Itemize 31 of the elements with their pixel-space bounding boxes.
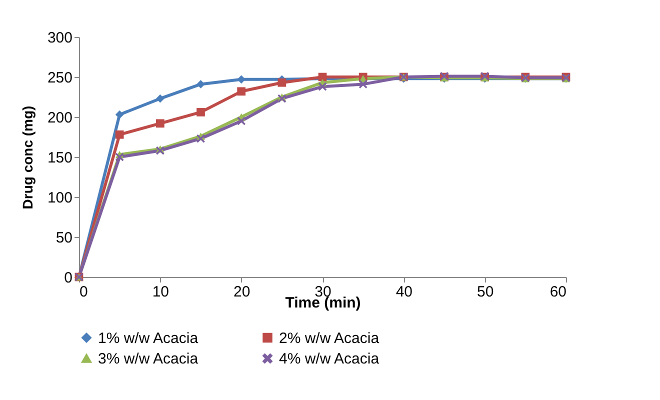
legend-label: 3% w/w Acacia (98, 350, 199, 368)
x-tick-label: 60 (550, 284, 566, 300)
y-tick-label: 0 (64, 270, 72, 286)
point (196, 134, 205, 143)
x-tick-label: 50 (476, 284, 494, 300)
point (196, 80, 205, 88)
point (278, 78, 286, 87)
legend-label: 4% w/w Acacia (279, 350, 380, 368)
point (318, 82, 327, 91)
point (237, 116, 246, 126)
y-tick-label: 150 (47, 150, 72, 166)
point (115, 110, 124, 119)
y-tick-label: 100 (47, 190, 72, 206)
point (115, 152, 124, 162)
legend-label: 1% w/w Acacia (98, 330, 199, 347)
x-tick-label: 0 (80, 284, 88, 300)
x-tick-label: 40 (396, 284, 413, 300)
point (196, 108, 205, 116)
y-tick-label: 250 (47, 70, 72, 86)
point (156, 94, 164, 103)
y-axis-title: Drug conc (mg) (19, 106, 36, 210)
point (115, 130, 124, 139)
x-tick-label: 10 (152, 284, 170, 300)
point (358, 80, 368, 88)
y-tick-label: 300 (47, 30, 72, 46)
point (237, 87, 246, 96)
y-tick-label: 50 (56, 230, 72, 246)
x-tick-label: 20 (233, 284, 250, 300)
point (156, 119, 164, 128)
y-tick-label: 200 (47, 110, 72, 126)
legend-label: 2% w/w Acacia (279, 330, 380, 347)
